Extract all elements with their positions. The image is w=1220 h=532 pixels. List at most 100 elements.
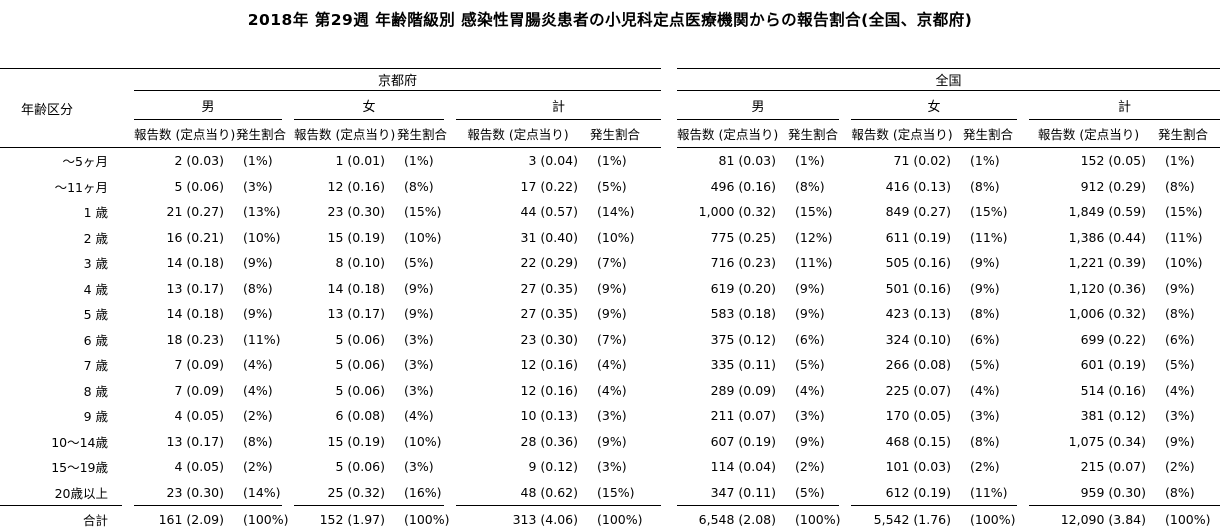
- table-row: 15～19歳 4 (0.05) (2%) 5 (0.06) (3%) 9 (0.12) (3…: [0, 454, 1220, 480]
- report-count-cell: 22 (0.29): [520, 255, 578, 271]
- ratio-cell: (14%): [243, 484, 281, 500]
- ratio-cell: (10%): [404, 433, 442, 449]
- ratio-cell: (4%): [404, 408, 434, 424]
- column-spacer: [444, 378, 456, 404]
- ratio-cell: (9%): [795, 280, 825, 296]
- column-spacer: [839, 505, 852, 532]
- column-spacer: [282, 148, 294, 174]
- column-spacer: [839, 148, 851, 174]
- ratio-cell: (10%): [1165, 255, 1203, 271]
- ratio-cell: (6%): [970, 331, 1000, 347]
- report-count-cell: 611 (0.19): [885, 229, 952, 245]
- ratio-cell: (1%): [597, 153, 627, 169]
- ratio-cell: (3%): [404, 459, 434, 475]
- column-spacer: [1017, 174, 1029, 200]
- column-spacer: [444, 480, 456, 506]
- ratio-cell: (10%): [404, 229, 442, 245]
- ratio-cell: (1%): [970, 153, 1000, 169]
- ratio-cell: (3%): [243, 178, 273, 194]
- column-spacer: [122, 378, 134, 404]
- column-spacer: [661, 250, 677, 276]
- column-spacer: [282, 429, 294, 455]
- gender-header-kyoto-female: 女: [294, 90, 444, 120]
- report-count-cell: 15 (0.19): [327, 433, 385, 449]
- column-spacer: [444, 91, 456, 120]
- column-spacer: [839, 403, 851, 429]
- column-spacer: [122, 250, 134, 276]
- report-count-cell: 15 (0.19): [327, 229, 385, 245]
- measure-header-count: 報告数 (定点当り): [134, 119, 235, 148]
- gender-header-row: 男 女 計 男 女 計: [0, 90, 1220, 120]
- ratio-cell: (4%): [243, 357, 273, 373]
- ratio-cell: (100%): [387, 505, 450, 532]
- ratio-cell: (10%): [243, 229, 281, 245]
- report-count-cell: 5 (0.06): [335, 459, 385, 475]
- column-spacer: [1017, 91, 1029, 120]
- column-spacer: [1017, 276, 1029, 302]
- report-count-cell: 335 (0.11): [710, 357, 777, 373]
- table-row: 8 歳 7 (0.09) (4%) 5 (0.06) (3%) 12 (0.16) (4%)…: [0, 378, 1220, 404]
- report-count-cell: 1,221 (0.39): [1068, 255, 1147, 271]
- report-count-cell: 289 (0.09): [710, 382, 777, 398]
- ratio-cell: (3%): [404, 382, 434, 398]
- report-count-cell: 152 (0.05): [1080, 153, 1147, 169]
- measure-header-ratio: 発生割合: [580, 119, 662, 148]
- report-count-cell: 7 (0.09): [174, 357, 224, 373]
- ratio-cell: (6%): [1165, 331, 1195, 347]
- report-count-cell: 14 (0.18): [166, 255, 224, 271]
- column-spacer: [661, 276, 677, 302]
- gender-header-kyoto-male: 男: [134, 90, 282, 120]
- table-row: 6 歳 18 (0.23) (11%) 5 (0.06) (3%) 23 (0.30) (7…: [0, 327, 1220, 353]
- ratio-cell: (1%): [404, 153, 434, 169]
- column-spacer: [122, 480, 134, 506]
- gender-header-national-total: 計: [1029, 90, 1220, 120]
- ratio-cell: (3%): [597, 459, 627, 475]
- measure-header-ratio: 発生割合: [953, 119, 1018, 148]
- report-count-cell: 17 (0.22): [520, 178, 578, 194]
- column-spacer: [661, 403, 677, 429]
- column-spacer: [282, 91, 294, 120]
- ratio-cell: (6%): [795, 331, 825, 347]
- column-spacer: [661, 225, 677, 251]
- ratio-cell: (4%): [597, 357, 627, 373]
- ratio-cell: (2%): [970, 459, 1000, 475]
- column-spacer: [122, 174, 134, 200]
- measure-header-count: 報告数 (定点当り): [1029, 119, 1149, 148]
- ratio-cell: (1%): [795, 153, 825, 169]
- column-spacer: [282, 301, 294, 327]
- report-count-cell: 6 (0.08): [335, 408, 385, 424]
- column-spacer: [122, 199, 134, 225]
- column-spacer: [661, 505, 678, 532]
- column-spacer: [1017, 148, 1029, 174]
- column-spacer: [122, 327, 134, 353]
- ratio-cell: (9%): [795, 306, 825, 322]
- column-spacer: [122, 505, 134, 532]
- ratio-cell: (15%): [970, 204, 1008, 220]
- age-label: 3 歳: [83, 256, 108, 272]
- column-spacer: [282, 199, 294, 225]
- ratio-cell: (9%): [795, 433, 825, 449]
- age-label: ～11ヶ月: [54, 179, 108, 195]
- report-count-cell: 423 (0.13): [885, 306, 952, 322]
- ratio-cell: (9%): [243, 255, 273, 271]
- report-count-cell: 3 (0.04): [528, 153, 578, 169]
- table-row: 1 歳 21 (0.27) (13%) 23 (0.30) (15%) 44 (0.57)…: [0, 199, 1220, 225]
- column-spacer: [839, 199, 851, 225]
- column-spacer: [122, 352, 134, 378]
- column-spacer: [1017, 199, 1029, 225]
- ratio-cell: (7%): [597, 331, 627, 347]
- ratio-cell: (2%): [795, 459, 825, 475]
- column-spacer: [839, 454, 851, 480]
- ratio-cell: (100%): [226, 505, 289, 532]
- report-count-cell: 27 (0.35): [520, 306, 578, 322]
- report-count-cell: 13 (0.17): [166, 433, 224, 449]
- table-row: 4 歳 13 (0.17) (8%) 14 (0.18) (9%) 27 (0.35) (9…: [0, 276, 1220, 302]
- report-count-cell: 619 (0.20): [710, 280, 777, 296]
- ratio-cell: (9%): [404, 280, 434, 296]
- table-row: 9 歳 4 (0.05) (2%) 6 (0.08) (4%) 10 (0.13) (3%)…: [0, 403, 1220, 429]
- column-spacer: [122, 68, 134, 148]
- report-count-cell: 5 (0.06): [335, 382, 385, 398]
- gender-header-national-female: 女: [851, 90, 1018, 120]
- column-spacer: [1017, 301, 1029, 327]
- report-count-cell: 4 (0.05): [174, 459, 224, 475]
